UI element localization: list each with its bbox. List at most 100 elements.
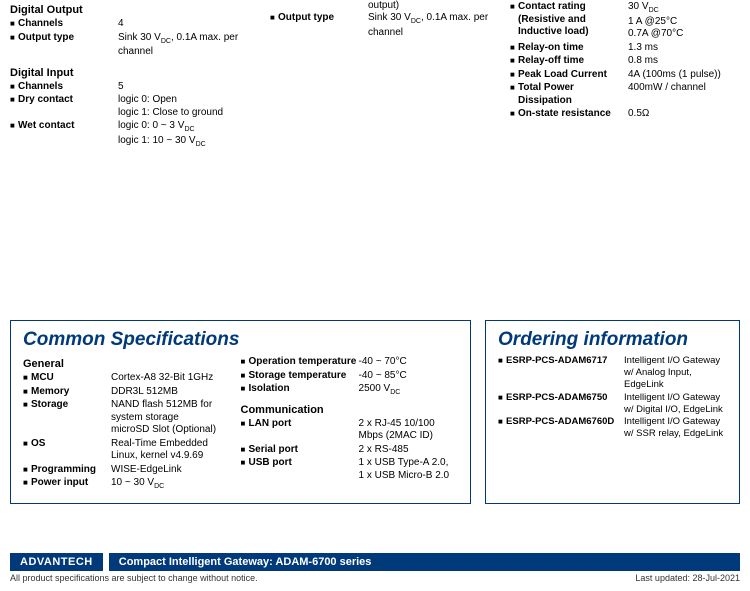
common-spec-box: Common Specifications General ■MCUCortex… — [10, 320, 471, 504]
common-col1: General ■MCUCortex-A8 32-Bit 1GHz■Memory… — [23, 355, 241, 493]
general-subtitle: General — [23, 358, 235, 370]
spec-row: ■StorageNAND flash 512MB for system stor… — [23, 399, 235, 437]
spec-label: Peak Load Current — [518, 69, 628, 82]
spec-label: Contact rating (Resistive and Inductive … — [518, 1, 628, 39]
bullet-icon: ■ — [241, 370, 249, 381]
spec-label: Programming — [31, 464, 111, 477]
spec-value: DDR3L 512MB — [111, 386, 235, 399]
footer-subline: All product specifications are subject t… — [10, 573, 740, 583]
bullet-icon: ■ — [10, 94, 18, 105]
brand-logo: ADVANTECH — [10, 553, 103, 571]
spec-value: Cortex-A8 32-Bit 1GHz — [111, 372, 235, 385]
bullet-icon: ■ — [23, 438, 31, 449]
bullet-icon: ■ — [510, 108, 518, 119]
spec-row: ■Total Power Dissipation400mW / channel — [510, 82, 732, 107]
spec-label: Serial port — [249, 444, 359, 457]
bullet-icon: ■ — [241, 418, 249, 429]
spec-value: logic 0: 0 ~ 3 VDClogic 1: 10 ~ 30 VDC — [118, 120, 248, 150]
spec-row: ■LAN port2 x RJ-45 10/100 Mbps (2MAC ID) — [241, 418, 459, 443]
bullet-icon: ■ — [23, 477, 31, 488]
spec-value: 0.5Ω — [628, 108, 732, 121]
general-rows: ■MCUCortex-A8 32-Bit 1GHz■MemoryDDR3L 51… — [23, 372, 235, 492]
spec-row: ■On-state resistance0.5Ω — [510, 108, 732, 121]
bullet-icon: ■ — [23, 372, 31, 383]
spec-value: -40 ~ 70°C — [359, 356, 459, 369]
spec-row: ■Output typeSink 30 VDC, 0.1A max. per c… — [270, 12, 502, 39]
top-column-3: ■ Contact rating (Resistive and Inductive… — [510, 0, 740, 151]
bullet-icon: ■ — [498, 392, 506, 403]
common-spec-title: Common Specifications — [23, 329, 458, 351]
common-col2: ■Operation temperature-40 ~ 70°C■Storage… — [241, 355, 459, 493]
spec-row: ■Relay-off time0.8 ms — [510, 55, 732, 68]
spec-row: ■Wet contactlogic 0: 0 ~ 3 VDClogic 1: 1… — [10, 120, 262, 150]
comm-subtitle: Communication — [241, 404, 459, 416]
bullet-icon: ■ — [498, 416, 506, 427]
bullet-icon: ■ — [510, 55, 518, 66]
bullet-icon: ■ — [10, 32, 18, 43]
ordering-row: ■ESRP-PCS-ADAM6750Intelligent I/O Gatewa… — [498, 392, 727, 416]
bullet-icon: ■ — [23, 386, 31, 397]
spec-label: Relay-off time — [518, 55, 628, 68]
spec-label: Memory — [31, 386, 111, 399]
top-column-1: Digital Output ■Channels4■Output typeSin… — [10, 0, 270, 151]
bullet-icon: ■ — [241, 444, 249, 455]
spec-value: 10 ~ 30 VDC — [111, 477, 235, 492]
spec-value: -40 ~ 85°C — [359, 370, 459, 383]
spec-row: ■OSReal-Time Embedded Linux, kernel v4.9… — [23, 438, 235, 463]
ordering-desc: Intelligent I/O Gateway w/ SSR relay, Ed… — [624, 416, 727, 440]
comm-rows: ■LAN port2 x RJ-45 10/100 Mbps (2MAC ID)… — [241, 418, 459, 483]
spec-label: Channels — [18, 18, 118, 31]
spec-label: MCU — [31, 372, 111, 385]
section-title-digital-output: Digital Output — [10, 4, 262, 16]
spec-value: Sink 30 VDC, 0.1A max. per channel — [118, 32, 248, 59]
spec-row: ■Output typeSink 30 VDC, 0.1A max. per c… — [10, 32, 262, 59]
spec-row: ■Operation temperature-40 ~ 70°C — [241, 356, 459, 369]
bullet-icon: ■ — [10, 18, 18, 29]
spec-row: ■ProgrammingWISE-EdgeLink — [23, 464, 235, 477]
bullet-icon: ■ — [10, 120, 18, 131]
spec-row: ■MemoryDDR3L 512MB — [23, 386, 235, 399]
ordering-code: ESRP-PCS-ADAM6750 — [506, 392, 624, 404]
digital-output-rows: ■Channels4■Output typeSink 30 VDC, 0.1A … — [10, 18, 262, 59]
ordering-box: Ordering information ■ESRP-PCS-ADAM6717I… — [485, 320, 740, 504]
spec-value: 4 — [118, 18, 248, 31]
spec-row: ■Serial port2 x RS-485 — [241, 444, 459, 457]
spec-value: 2 x RJ-45 10/100 Mbps (2MAC ID) — [359, 418, 459, 443]
spec-value: NAND flash 512MB for system storagemicro… — [111, 399, 235, 437]
footer-bar-text: Compact Intelligent Gateway: ADAM-6700 s… — [109, 553, 740, 571]
spec-value: 5 — [118, 81, 248, 94]
spec-value: WISE-EdgeLink — [111, 464, 235, 477]
boxes-row: Common Specifications General ■MCUCortex… — [10, 320, 740, 504]
spec-row: ■Channels4 — [10, 18, 262, 31]
spec-label: Isolation — [249, 383, 359, 396]
ordering-desc: Intelligent I/O Gateway w/ Analog Input,… — [624, 355, 727, 391]
bullet-icon: ■ — [10, 81, 18, 92]
spec-row: ■Storage temperature-40 ~ 85°C — [241, 370, 459, 383]
spec-value: logic 0: Openlogic 1: Close to ground — [118, 94, 248, 119]
footer-bar: ADVANTECH Compact Intelligent Gateway: A… — [10, 553, 740, 571]
bullet-icon: ■ — [498, 355, 506, 366]
spec-label: Relay-on time — [518, 42, 628, 55]
top-spec-region: Digital Output ■Channels4■Output typeSin… — [0, 0, 750, 151]
spec-value: 400mW / channel — [628, 82, 732, 95]
spec-label: Total Power Dissipation — [518, 82, 628, 107]
spec-label: Dry contact — [18, 94, 118, 107]
spec-row: ■USB port1 x USB Type-A 2.0,1 x USB Micr… — [241, 457, 459, 482]
spec-value: 1.3 ms — [628, 42, 732, 55]
spec-value: Real-Time Embedded Linux, kernel v4.9.69 — [111, 438, 235, 463]
bullet-icon: ■ — [241, 457, 249, 468]
spec-row: ■Isolation2500 VDC — [241, 383, 459, 398]
spec-value: 2 x RS-485 — [359, 444, 459, 457]
spec-value: 1 x USB Type-A 2.0,1 x USB Micro-B 2.0 — [359, 457, 459, 482]
spec-value: 2500 VDC — [359, 383, 459, 398]
bullet-icon: ■ — [23, 464, 31, 475]
ordering-code: ESRP-PCS-ADAM6717 — [506, 355, 624, 367]
spec-label: Operation temperature — [249, 356, 359, 369]
spec-value: Sink 30 VDC, 0.1A max. per channel — [368, 12, 498, 39]
col2-rows: ■Output typeSink 30 VDC, 0.1A max. per c… — [270, 12, 502, 39]
col3-rows: ■ Contact rating (Resistive and Inductive… — [510, 1, 732, 121]
spec-label: Wet contact — [18, 120, 118, 133]
ordering-rows: ■ESRP-PCS-ADAM6717Intelligent I/O Gatewa… — [498, 355, 727, 440]
spec-row: ■MCUCortex-A8 32-Bit 1GHz — [23, 372, 235, 385]
ordering-row: ■ESRP-PCS-ADAM6760DIntelligent I/O Gatew… — [498, 416, 727, 440]
